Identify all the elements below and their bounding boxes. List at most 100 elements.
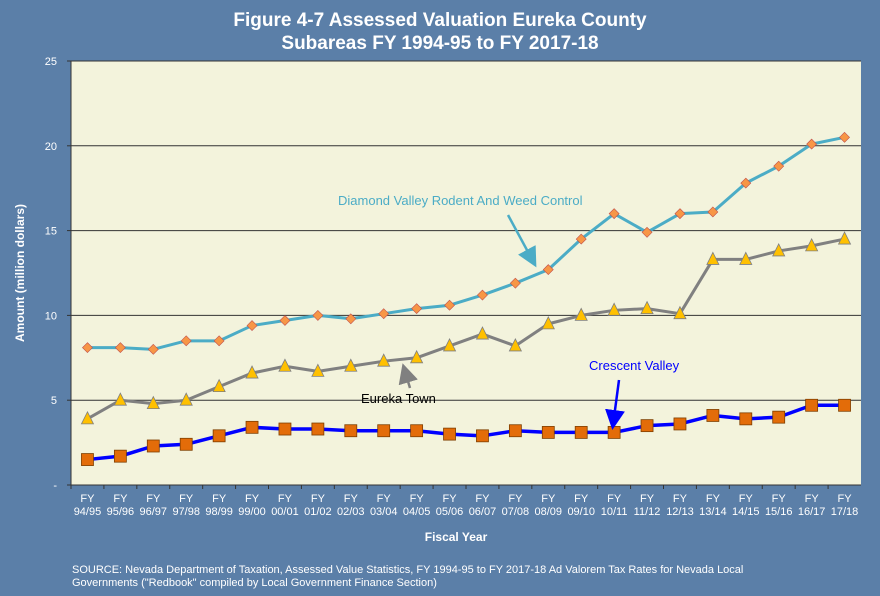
series-line-1 xyxy=(86,237,845,421)
x-tick-label-fy: FY xyxy=(475,493,490,505)
x-tick-label: 97/98 xyxy=(172,506,200,518)
x-tick-label-fy: FY xyxy=(80,493,95,505)
data-point-diamond xyxy=(444,299,455,311)
data-point-triangle xyxy=(640,300,654,315)
data-point-square xyxy=(574,426,588,439)
x-tick-label: 03/04 xyxy=(370,506,398,518)
x-tick-label: 08/09 xyxy=(535,506,563,518)
y-axis-ticks: - 5 10 15 20 25 xyxy=(45,56,72,492)
data-point-triangle xyxy=(837,231,852,245)
data-point-square xyxy=(673,417,687,431)
data-point-square xyxy=(805,398,819,412)
data-point-triangle xyxy=(212,378,226,393)
data-point-square xyxy=(278,422,292,436)
data-point-square xyxy=(772,410,786,424)
x-tick-label-fy: FY xyxy=(212,493,227,505)
data-point-triangle xyxy=(475,326,490,340)
data-point-diamond xyxy=(575,233,587,245)
x-tick-label-fy: FY xyxy=(640,493,655,505)
y-axis-title: Amount (million dollars) xyxy=(13,204,27,342)
data-point-triangle xyxy=(80,410,95,425)
x-tick-label: 13/14 xyxy=(699,506,727,518)
x-tick-label: 14/15 xyxy=(732,506,760,518)
data-point-diamond xyxy=(641,226,653,238)
x-tick-label: 12/13 xyxy=(666,506,694,518)
data-point-diamond xyxy=(114,342,126,354)
x-tick-label-fy: FY xyxy=(673,493,688,505)
x-tick-label-fy: FY xyxy=(311,493,326,505)
data-point-diamond xyxy=(279,315,291,326)
annotations: Diamond Valley Rodent And Weed Control E… xyxy=(338,193,680,430)
data-point-triangle xyxy=(377,353,391,367)
x-axis-title: Fiscal Year xyxy=(425,530,488,544)
annotation-eureka-town: Eureka Town xyxy=(361,391,436,406)
data-point-triangle xyxy=(113,392,128,406)
data-point-diamond xyxy=(608,208,620,220)
x-tick-label: 96/97 xyxy=(140,506,168,518)
x-tick-label: 17/18 xyxy=(831,506,859,518)
data-point-square xyxy=(607,426,621,439)
x-tick-label: 99/00 xyxy=(238,506,266,518)
data-point-diamond xyxy=(312,309,324,321)
data-point-triangle xyxy=(772,243,786,257)
x-tick-label: 07/08 xyxy=(502,506,530,518)
data-point-diamond xyxy=(509,277,521,289)
data-point-triangle xyxy=(245,365,259,379)
data-point-square xyxy=(377,424,391,438)
data-point-diamond xyxy=(740,177,752,189)
data-point-triangle xyxy=(278,358,292,372)
data-point-triangle xyxy=(409,349,424,364)
x-tick-label-fy: FY xyxy=(706,493,721,505)
data-point-square xyxy=(739,412,753,426)
data-point-diamond xyxy=(477,289,488,301)
x-tick-label: 02/03 xyxy=(337,506,365,518)
data-point-triangle xyxy=(804,237,819,252)
x-tick-label-fy: FY xyxy=(344,493,359,505)
x-tick-label: 94/95 xyxy=(74,506,102,518)
series-line-0 xyxy=(87,135,845,351)
x-tick-label-fy: FY xyxy=(574,493,589,505)
data-point-square xyxy=(311,422,325,436)
data-point-triangle xyxy=(706,251,720,265)
data-point-diamond xyxy=(246,320,258,332)
x-tick-label: 05/06 xyxy=(436,506,464,518)
data-point-triangle xyxy=(311,363,325,377)
x-tick-label: 16/17 xyxy=(798,506,826,518)
data-point-diamond xyxy=(82,342,93,354)
data-point-square xyxy=(640,419,654,433)
annotation-arrow xyxy=(506,214,537,268)
data-point-square xyxy=(706,409,720,422)
source-note: SOURCE: Nevada Department of Taxation, A… xyxy=(72,564,832,590)
x-tick-label-fy: FY xyxy=(838,493,853,505)
x-tick-label-fy: FY xyxy=(146,493,161,505)
x-tick-label: 98/99 xyxy=(205,506,233,518)
data-point-square xyxy=(508,424,522,438)
data-point-diamond xyxy=(542,264,554,276)
data-point-square xyxy=(838,398,851,412)
annotation-arrow xyxy=(398,363,418,389)
y-tick-label: - xyxy=(53,480,57,492)
x-tick-label: 01/02 xyxy=(304,506,332,518)
data-point-triangle xyxy=(146,395,160,409)
data-point-square xyxy=(344,424,358,438)
data-point-diamond xyxy=(839,131,850,143)
x-tick-label-fy: FY xyxy=(410,493,425,505)
x-tick-label-fy: FY xyxy=(179,493,194,505)
y-tick-label: 15 xyxy=(45,226,57,238)
data-point-square xyxy=(541,426,555,439)
data-point-diamond xyxy=(147,343,159,355)
x-tick-label: 09/10 xyxy=(567,506,595,518)
data-point-diamond xyxy=(213,335,225,347)
x-tick-label-fy: FY xyxy=(541,493,556,505)
data-point-diamond xyxy=(378,308,390,320)
data-point-diamond xyxy=(806,138,818,150)
x-tick-label: 00/01 xyxy=(271,506,299,518)
gridlines xyxy=(71,60,861,401)
data-point-square xyxy=(476,429,489,443)
annotation-diamond-valley: Diamond Valley Rodent And Weed Control xyxy=(338,193,583,208)
annotation-crescent-valley: Crescent Valley xyxy=(589,358,680,373)
plot-area xyxy=(71,61,861,485)
data-point-square xyxy=(179,437,193,451)
data-point-square xyxy=(212,429,226,443)
data-point-diamond xyxy=(411,303,423,315)
